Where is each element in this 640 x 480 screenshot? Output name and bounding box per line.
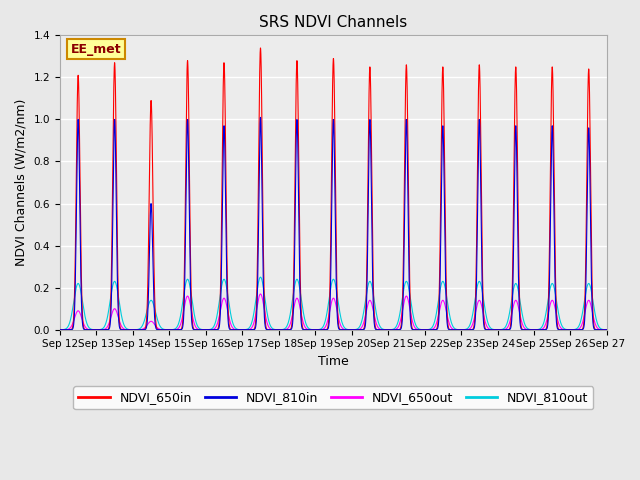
Legend: NDVI_650in, NDVI_810in, NDVI_650out, NDVI_810out: NDVI_650in, NDVI_810in, NDVI_650out, NDV…: [74, 386, 593, 409]
X-axis label: Time: Time: [318, 355, 349, 368]
Text: EE_met: EE_met: [71, 43, 122, 56]
Y-axis label: NDVI Channels (W/m2/nm): NDVI Channels (W/m2/nm): [15, 99, 28, 266]
Title: SRS NDVI Channels: SRS NDVI Channels: [259, 15, 408, 30]
